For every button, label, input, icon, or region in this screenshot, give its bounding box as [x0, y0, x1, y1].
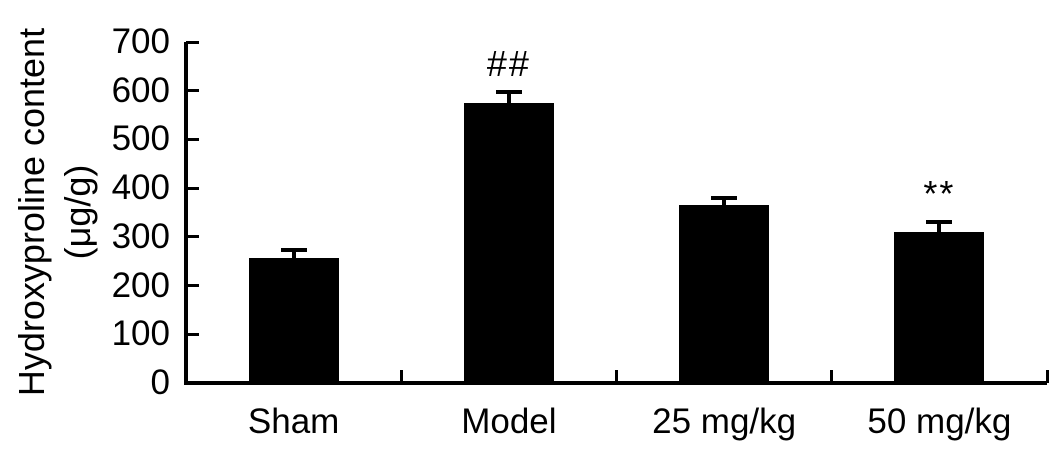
- error-bar-cap: [926, 220, 953, 225]
- error-bar-cap: [280, 248, 307, 252]
- y-tick-label: 600: [111, 70, 170, 110]
- y-tick-label: 500: [111, 119, 170, 159]
- x-axis-line: [184, 381, 1047, 385]
- x-category-label: Sham: [247, 402, 340, 441]
- y-tick-mark: [186, 284, 199, 288]
- y-tick-label: 300: [111, 216, 170, 256]
- y-tick-label: 100: [111, 314, 170, 354]
- x-tick-mark: [615, 370, 618, 383]
- error-bar-stem: [937, 222, 942, 232]
- error-bar-stem: [506, 92, 511, 103]
- y-tick-mark: [186, 235, 199, 239]
- x-category-label: 50 mg/kg: [867, 402, 1012, 441]
- y-axis-label-line1: Hydroxyproline content: [11, 27, 52, 397]
- x-category-label: Model: [461, 402, 557, 441]
- y-tick-mark: [186, 137, 199, 141]
- y-tick-mark: [186, 89, 199, 93]
- bar: [463, 102, 554, 383]
- bar: [248, 257, 339, 383]
- y-tick-label: 700: [111, 22, 170, 61]
- y-tick-mark: [186, 186, 199, 190]
- bar: [894, 231, 985, 383]
- significance-annotation: **: [923, 173, 956, 215]
- significance-annotation: ##: [486, 43, 531, 85]
- y-tick-label: 0: [150, 363, 170, 402]
- error-bar-stem: [722, 198, 727, 206]
- error-bar-cap: [711, 196, 738, 201]
- x-category-label: 25 mg/kg: [652, 402, 797, 441]
- error-bar-stem: [291, 250, 296, 258]
- error-bar-cap: [495, 90, 522, 95]
- y-tick-label: 200: [111, 265, 170, 305]
- y-tick-label: 400: [111, 168, 170, 208]
- x-tick-mark: [399, 370, 403, 383]
- x-tick-mark: [1045, 370, 1049, 383]
- bar: [679, 205, 770, 383]
- y-axis-line: [184, 42, 188, 385]
- x-tick-mark: [830, 370, 834, 383]
- y-tick-mark: [186, 40, 199, 44]
- y-tick-mark: [186, 332, 199, 336]
